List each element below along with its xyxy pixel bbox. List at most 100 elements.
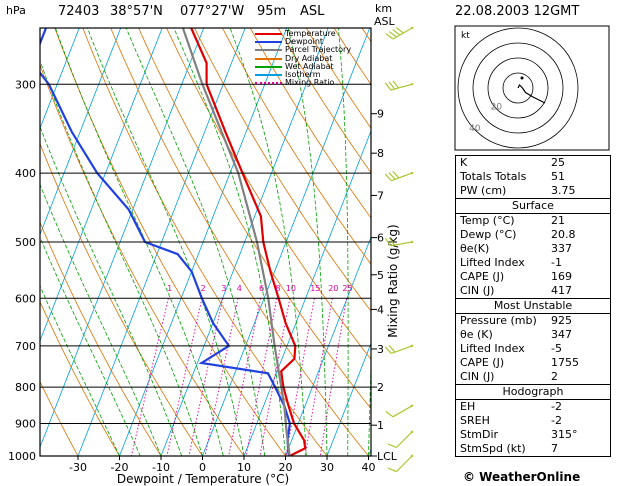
- hodograph-unit-label: kt: [461, 31, 470, 41]
- indices-panel: K 25 Totals Totals 51 PW (cm) 3.75 Surface Temp…: [455, 155, 611, 457]
- wind-barb-flag: [387, 443, 397, 449]
- hodograph-ring: [457, 27, 579, 149]
- wind-barb-base: [410, 430, 414, 434]
- mixing-ratio-label: 1: [167, 284, 172, 293]
- hodograph-ring: [472, 42, 564, 134]
- mixing-ratio-label: 25: [342, 284, 352, 293]
- mixing-ratio-label: 15: [310, 284, 320, 293]
- km-axis-label: km: [375, 2, 393, 15]
- index-label: SREH: [460, 414, 490, 427]
- plot-frame: [39, 27, 372, 457]
- wind-barb-flag: [385, 410, 394, 418]
- mixing-ratio-label: 8: [275, 284, 280, 293]
- wind-barb-base: [410, 26, 414, 30]
- legend-item: Wet Adiabat: [255, 62, 351, 71]
- legend-swatch: [255, 82, 282, 85]
- index-label: CAPE (J): [460, 270, 505, 283]
- index-row: Temp (°C) 21: [456, 214, 610, 228]
- legend-label: Isotherm: [285, 69, 321, 79]
- wet-adiabat-line: [125, 28, 266, 456]
- sounding-datetime: 22.08.2003 12GMT: [455, 4, 580, 19]
- temperature-profile-line: [190, 28, 307, 456]
- mixing-ratio-label: 2: [201, 284, 206, 293]
- index-value: 25: [551, 156, 565, 169]
- station-id: 72403: [58, 4, 100, 19]
- wind-barb: [392, 405, 413, 418]
- index-label: CIN (J): [460, 370, 495, 383]
- index-label: Lifted Index: [460, 256, 525, 269]
- wet-adiabat-line: [87, 28, 245, 456]
- index-value: -1: [551, 256, 562, 269]
- weatheronline-credit: © WeatherOnline: [463, 470, 581, 484]
- dry-adiabat-line: [40, 300, 120, 456]
- wind-barb-flag: [388, 237, 395, 246]
- index-row: CAPE (J) 1755: [456, 356, 610, 370]
- legend-item: Mixing Ratio: [255, 78, 351, 87]
- wind-barb-flag: [388, 81, 396, 90]
- isotherm-line: [160, 28, 329, 456]
- hodograph-storm-marker: [520, 76, 524, 80]
- x-tick-label: 0: [199, 461, 206, 474]
- parcel-profile-line: [181, 28, 291, 456]
- station-latitude: 38°57'N: [110, 4, 163, 19]
- index-row: EH -2: [456, 400, 610, 414]
- dewpoint-profile-line: [40, 28, 292, 456]
- hodograph-frame: [454, 25, 610, 151]
- wind-barb-base: [410, 83, 414, 86]
- isotherm-line: [119, 28, 288, 456]
- wet-adiabat-line: [40, 59, 203, 456]
- wind-barb-flag: [384, 82, 392, 91]
- wet-adiabat-line: [55, 28, 224, 456]
- legend-swatch: [255, 65, 282, 68]
- index-value: -2: [551, 400, 562, 413]
- dry-adiabat-line: [40, 63, 245, 456]
- mixing-ratio-label: 6: [259, 284, 264, 293]
- x-tick-label: -10: [152, 461, 170, 474]
- dry-adiabat-line: [40, 380, 79, 456]
- wind-barb-flag: [387, 467, 397, 473]
- index-label: K: [460, 156, 468, 169]
- index-value: 51: [551, 170, 565, 183]
- wind-barb-base: [410, 240, 414, 244]
- wind-barb: [392, 27, 413, 40]
- index-row: Lifted Index -1: [456, 256, 610, 270]
- km-axis-asl: ASL: [374, 15, 395, 28]
- x-tick-label: -30: [69, 461, 87, 474]
- legend-item: Parcel Trajectory: [255, 46, 351, 54]
- index-value: 169: [551, 270, 572, 283]
- index-value: 417: [551, 284, 572, 297]
- wind-barb-flag: [395, 27, 404, 34]
- mixing-ratio-line: [130, 298, 169, 456]
- index-value: 3.75: [551, 184, 576, 197]
- index-row: CAPE (J) 169: [456, 270, 610, 284]
- wet-adiabat-line: [40, 183, 162, 456]
- index-label: Totals Totals: [460, 170, 527, 183]
- wind-barb-flag: [392, 29, 401, 36]
- isotherm-line: [40, 28, 205, 449]
- index-value: 21: [551, 214, 565, 227]
- height-km-label: 2: [377, 381, 384, 394]
- index-value: -5: [551, 342, 562, 355]
- legend-swatch: [255, 49, 282, 52]
- wind-barb-flag: [384, 173, 392, 182]
- hodograph-ring: [487, 57, 549, 119]
- legend-item: Dewpoint: [255, 37, 351, 46]
- height-km-label: 1: [377, 419, 384, 432]
- mixing-ratio-label: 4: [237, 284, 242, 293]
- isotherm-line: [40, 28, 122, 236]
- index-section-title: Hodograph: [456, 384, 610, 400]
- legend-label: Parcel Trajectory: [285, 45, 352, 55]
- wet-adiabat-line: [229, 28, 307, 456]
- index-value: 315°: [551, 428, 578, 441]
- pressure-tick-label: 1000: [8, 450, 36, 463]
- index-row: Lifted Index -5: [456, 342, 610, 356]
- index-label: CIN (J): [460, 284, 495, 297]
- mixing-ratio-line: [188, 298, 224, 456]
- index-label: StmDir: [460, 428, 499, 441]
- wind-barb: [396, 455, 413, 472]
- pressure-tick-label: 300: [15, 78, 36, 91]
- index-label: θe (K): [460, 328, 493, 341]
- x-tick-label: 20: [279, 461, 293, 474]
- index-row: StmDir 315°: [456, 428, 610, 442]
